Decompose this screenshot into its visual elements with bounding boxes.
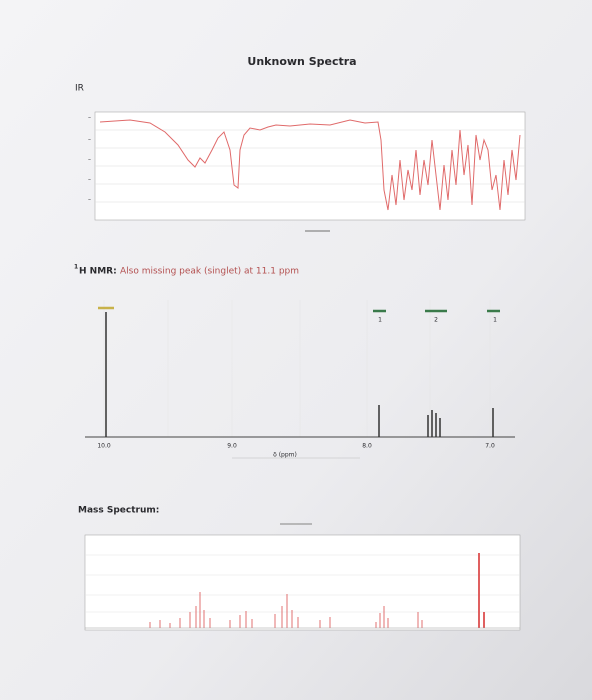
base-peak [478,553,485,628]
axis-tick-label: 9.0 [227,443,237,450]
mass-frame [84,534,521,631]
mass-chart [84,523,521,631]
nmr-superscript: 1 [74,264,78,271]
mass-peaks [149,592,423,628]
axis-tick-label: 7.0 [485,443,495,450]
axis-tick-label: 10.0 [97,443,111,450]
mass-grid [85,554,520,613]
nmr-label: H NMR: [79,267,117,277]
nmr-chart: 1 2 1 10.0 9.0 8.0 7.0 δ (ppm) [85,300,515,459]
ir-label: IR [75,84,84,94]
mass-label: Mass Spectrum: [78,506,159,516]
svg-text:–: – [88,177,91,184]
nmr-note: Also missing peak (singlet) at 11.1 ppm [120,267,299,277]
svg-text:–: – [88,197,91,204]
integration-label: 2 [434,317,438,324]
axis-tick-label: 8.0 [362,443,372,450]
integration-label: 1 [378,317,382,324]
axis-title: δ (ppm) [273,452,297,459]
svg-text:–: – [88,137,91,144]
title: Unknown Spectra [247,55,356,68]
svg-text:–: – [88,157,91,164]
ir-trace [99,119,521,211]
svg-text:–: – [88,115,91,122]
integration-label: 1 [493,317,497,324]
ir-chart: – – – – – [88,111,526,232]
nmr-grid [103,300,491,437]
integration-bars [98,306,500,313]
ir-axis-ticks: – – – – – [88,115,91,204]
nmr-peaks [105,312,494,437]
